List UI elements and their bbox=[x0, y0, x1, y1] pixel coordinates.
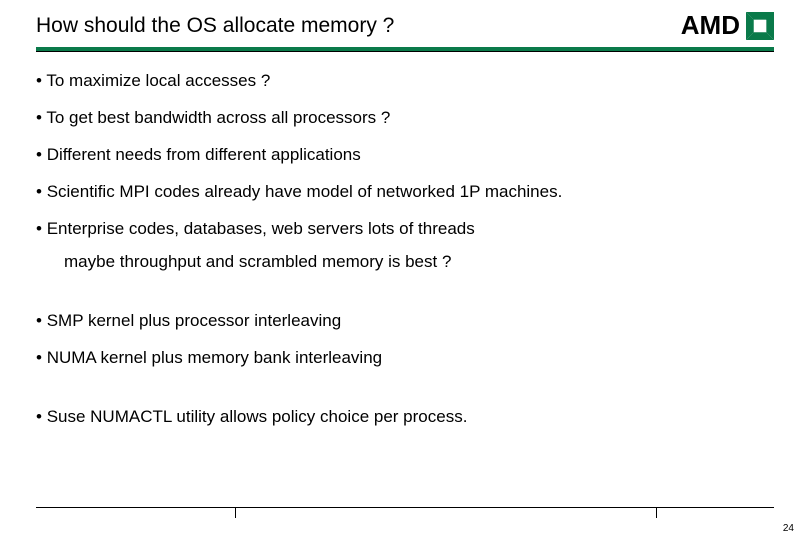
bullet-text: To maximize local accesses ? bbox=[46, 71, 270, 90]
content-area: • To maximize local accesses ? • To get … bbox=[0, 52, 810, 428]
bullet-item: • Suse NUMACTL utility allows policy cho… bbox=[36, 406, 774, 429]
bullet-text: Enterprise codes, databases, web servers… bbox=[47, 219, 475, 238]
bullet-item: • NUMA kernel plus memory bank interleav… bbox=[36, 347, 774, 370]
bullet-text: To get best bandwidth across all process… bbox=[46, 108, 390, 127]
bullet-item: • To get best bandwidth across all proce… bbox=[36, 107, 774, 130]
header: How should the OS allocate memory ? AMD bbox=[0, 0, 810, 41]
amd-logo-text: AMD bbox=[681, 10, 740, 41]
bullet-text: SMP kernel plus processor interleaving bbox=[47, 311, 342, 330]
slide-title: How should the OS allocate memory ? bbox=[36, 14, 394, 38]
bullet-text: Different needs from different applicati… bbox=[47, 145, 361, 164]
amd-arrow-icon bbox=[746, 12, 774, 40]
bullet-subtext: maybe throughput and scrambled memory is… bbox=[36, 251, 774, 274]
bullet-text: NUMA kernel plus memory bank interleavin… bbox=[47, 348, 382, 367]
slide: How should the OS allocate memory ? AMD … bbox=[0, 0, 810, 540]
footer-rule bbox=[36, 507, 774, 518]
bullet-text: Scientific MPI codes already have model … bbox=[47, 182, 563, 201]
bullet-item: • To maximize local accesses ? bbox=[36, 70, 774, 93]
footer-tick bbox=[656, 508, 657, 518]
bullet-text: Suse NUMACTL utility allows policy choic… bbox=[47, 407, 468, 426]
bullet-item: • Enterprise codes, databases, web serve… bbox=[36, 218, 774, 241]
amd-logo: AMD bbox=[681, 10, 774, 41]
page-number: 24 bbox=[783, 523, 794, 534]
bullet-item: • Different needs from different applica… bbox=[36, 144, 774, 167]
footer-tick bbox=[235, 508, 236, 518]
bullet-item: • SMP kernel plus processor interleaving bbox=[36, 310, 774, 333]
bullet-item: • Scientific MPI codes already have mode… bbox=[36, 181, 774, 204]
